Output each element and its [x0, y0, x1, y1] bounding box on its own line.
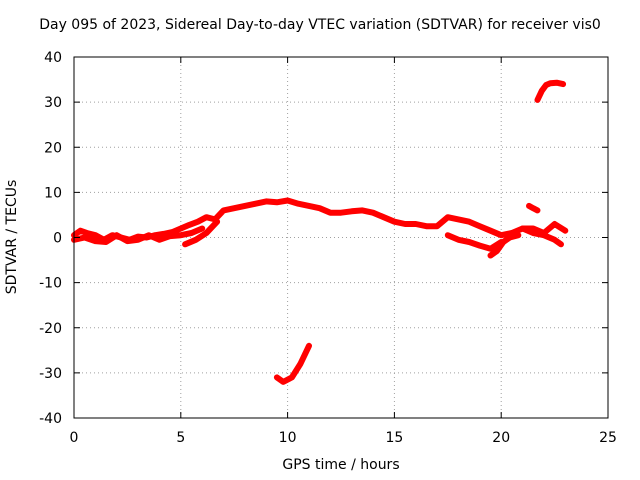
- x-tick-label: 20: [492, 430, 510, 446]
- series-dip-segment: [182, 218, 221, 248]
- y-tick-label: 0: [53, 231, 62, 247]
- series-main-band-b: [71, 225, 206, 245]
- x-tick-label: 5: [176, 430, 185, 446]
- x-tick-label: 25: [599, 430, 617, 446]
- data-series: [71, 79, 569, 385]
- x-axis-label: GPS time / hours: [282, 457, 400, 473]
- series-low-branch-a: [444, 232, 505, 252]
- series-low-branch-b: [487, 232, 522, 259]
- x-tick-label: 10: [279, 430, 297, 446]
- series-right-tail: [519, 225, 564, 248]
- axis-ticks: [73, 56, 609, 419]
- y-axis-label: SDTVAR / TECUs: [4, 179, 20, 295]
- y-tick-label: -20: [39, 321, 62, 337]
- y-tick-label: 20: [44, 140, 62, 156]
- series-deep-segment: [273, 342, 312, 385]
- x-tick-label: 0: [70, 430, 79, 446]
- y-tick-label: 30: [44, 95, 62, 111]
- x-tick-label: 15: [385, 430, 403, 446]
- y-tick-label: -10: [39, 276, 62, 292]
- chart-title: Day 095 of 2023, Sidereal Day-to-day VTE…: [39, 17, 601, 33]
- series-high-segment: [534, 79, 567, 103]
- tick-labels: 0 5 10 15 20 25 -40 -30 -20 -10 0 10 20 30 40: [39, 50, 617, 446]
- y-tick-label: 10: [44, 185, 62, 201]
- y-tick-label: -40: [39, 411, 62, 427]
- y-tick-label: 40: [44, 50, 62, 66]
- y-tick-label: -30: [39, 366, 62, 382]
- series-short-segment: [526, 202, 541, 214]
